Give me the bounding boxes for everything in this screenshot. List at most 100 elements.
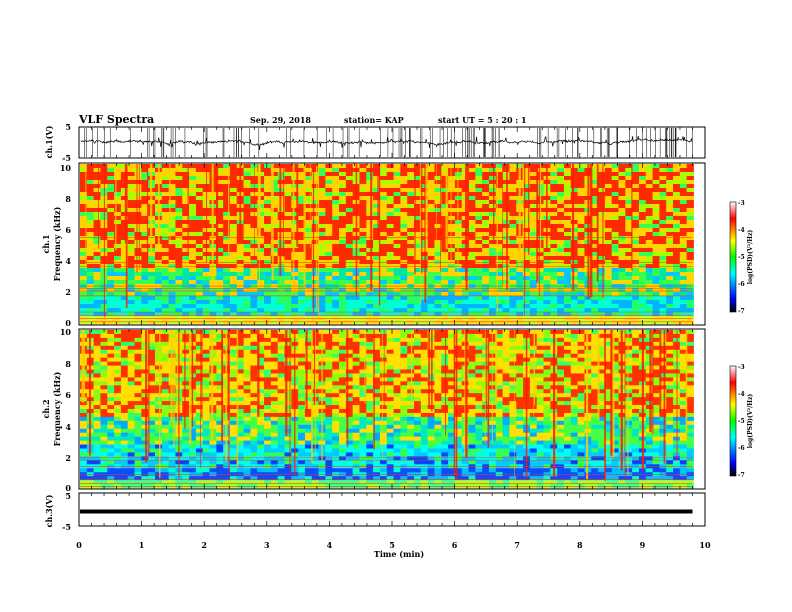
ch1-spectrogram-cell <box>325 208 333 213</box>
ch1-spectrogram-cell <box>141 320 149 325</box>
ch1-spectrogram-cell <box>666 292 674 297</box>
ch1-spectrogram-cell <box>686 212 694 217</box>
ch2-spectrogram-cell <box>400 353 408 359</box>
ch1-spectrogram-sferic-streak <box>271 164 273 250</box>
ch1-spectrogram-cell <box>93 220 101 225</box>
ch1-spectrogram-cell <box>502 300 510 305</box>
ch1-spectrogram-cell <box>373 248 381 253</box>
ch2-spectrogram-cell <box>229 361 238 366</box>
ch1-spectrogram-cell <box>468 256 476 261</box>
ch1-spectrogram-cell <box>632 200 640 205</box>
ch1-spectrogram-cell <box>557 252 565 257</box>
ch1-spectrogram-cell <box>168 232 176 237</box>
ch1-spectrogram-cell <box>591 320 599 325</box>
ch2-spectrogram-cell <box>284 353 292 359</box>
ch1-spectrogram-cell <box>673 300 681 305</box>
ch1-spectrogram-cell <box>107 252 115 257</box>
ch1-spectrogram-cell <box>550 216 558 221</box>
ch1-spectrogram-cell <box>611 256 619 261</box>
ch1-spectrogram-cell <box>475 192 483 197</box>
ch1-spectrogram-cell <box>475 268 483 273</box>
ch1-spectrogram-cell <box>659 228 667 233</box>
ch1-spectrogram-cell <box>264 276 272 281</box>
ch1-spectrogram-cell <box>509 236 517 241</box>
ch1-spectrogram-cell <box>645 212 653 217</box>
ch1-spectrogram-cell <box>393 168 401 173</box>
ch1-spectrogram-cell <box>591 276 599 281</box>
ch1-spectrogram-cell <box>468 176 476 181</box>
ch2-spectrogram-cell <box>536 330 544 335</box>
ch2-spectrogram-cell <box>250 330 258 335</box>
ch2-spectrogram-cell <box>659 337 667 343</box>
ch1-spectrogram-cell <box>666 220 674 225</box>
ch2-spectrogram-cell <box>509 357 517 362</box>
ch1-spectrogram-cell <box>468 300 476 305</box>
ch1-spectrogram-cell <box>229 196 238 201</box>
ch1-spectrogram-cell <box>686 236 694 241</box>
ch1-spectrogram-cell <box>339 164 347 169</box>
ch1-spectrogram-cell <box>475 276 483 281</box>
ch1-spectrogram-cell <box>550 308 558 313</box>
ch1-spectrogram-cell <box>264 320 272 325</box>
ch1-spectrogram-cell <box>93 252 101 257</box>
ch1-ytick-2: 2 <box>65 287 71 297</box>
ch1-spectrogram-cell <box>557 184 565 189</box>
ch1-spectrogram-cell <box>195 228 204 233</box>
ch1-spectrogram-cell <box>454 244 463 249</box>
ch1-spectrogram-cell <box>352 308 360 313</box>
ch1-spectrogram-cell <box>373 296 381 301</box>
ch1-spectrogram-cell <box>529 220 538 225</box>
ch1-spectrogram-cell <box>373 256 381 261</box>
ch1-spectrogram-cell <box>604 268 613 273</box>
ch1-spectrogram-cell <box>120 192 129 197</box>
ch1-spectrogram-cell <box>175 296 183 301</box>
ch1-spectrogram-cell <box>359 296 367 301</box>
ch1-spectrogram-cell <box>216 300 224 305</box>
ch1-spectrogram-cell <box>475 212 483 217</box>
ch1-spectrogram-cell <box>495 296 504 301</box>
ch1-spectrogram-cell <box>175 232 183 237</box>
ch1-spectrogram-cell <box>284 180 292 185</box>
ch1-spectrogram-cell <box>291 304 299 309</box>
ch1-spectrogram-cell <box>645 288 653 293</box>
ch1-spectrogram-cell <box>400 252 408 257</box>
ch2-spectrogram-cell <box>516 353 524 359</box>
ch1-spectrogram-cell <box>264 304 272 309</box>
ch1-spectrogram-cell <box>168 220 176 225</box>
ch1-spectrogram-cell <box>270 256 279 261</box>
ch1-spectrogram-cell <box>475 236 483 241</box>
ch1-spectrogram-cell <box>563 204 572 209</box>
ch2-spectrogram-cell <box>304 361 313 366</box>
ch1-spectrogram-cell <box>400 180 408 185</box>
ch2-spectrogram-cell <box>393 369 401 374</box>
ch2-spectrogram-cell <box>345 345 354 351</box>
ch1-spectrogram-cell <box>625 320 633 325</box>
ch1-spectrogram-cell <box>523 164 531 169</box>
ch1-spectrogram-cell <box>509 184 517 189</box>
ch2-spectrogram-cell <box>591 333 599 339</box>
ch2-spectrogram-cell <box>107 373 115 378</box>
ch1-spectrogram-cell <box>686 264 694 269</box>
ch1-spectrogram-cell <box>189 320 197 325</box>
ch1-spectrogram-cell <box>536 296 544 301</box>
ch2-spectrogram-cell <box>304 377 313 382</box>
ch1-spectrogram-cell <box>686 248 694 253</box>
ch1-spectrogram-cell <box>175 280 183 285</box>
ch1-spectrogram-cell <box>359 252 367 257</box>
ch1-spectrogram-cell <box>488 240 497 245</box>
ch2-spectrogram-cell <box>141 333 149 339</box>
ch1-spectrogram-cell <box>625 200 633 205</box>
ch1-spectrogram-cell <box>223 168 231 173</box>
ch1-spectrogram-sferic-streak <box>445 164 448 249</box>
ch2-spectrogram-cell <box>659 333 667 339</box>
ch1-spectrogram-cell <box>632 308 640 313</box>
ch1-spectrogram-cell <box>216 200 224 205</box>
ch1-spectrogram-cell <box>339 244 347 249</box>
ch1-spectrogram-cell <box>570 248 578 253</box>
ch1-spectrogram-cell <box>345 228 354 233</box>
ch1-spectrogram-cell <box>420 300 429 305</box>
ch1-spectrogram-cell <box>509 216 517 221</box>
ch2-spectrogram-cell <box>598 333 606 339</box>
ch1-spectrogram-cell <box>434 244 442 249</box>
ch1-spectrogram-cell <box>536 264 544 269</box>
